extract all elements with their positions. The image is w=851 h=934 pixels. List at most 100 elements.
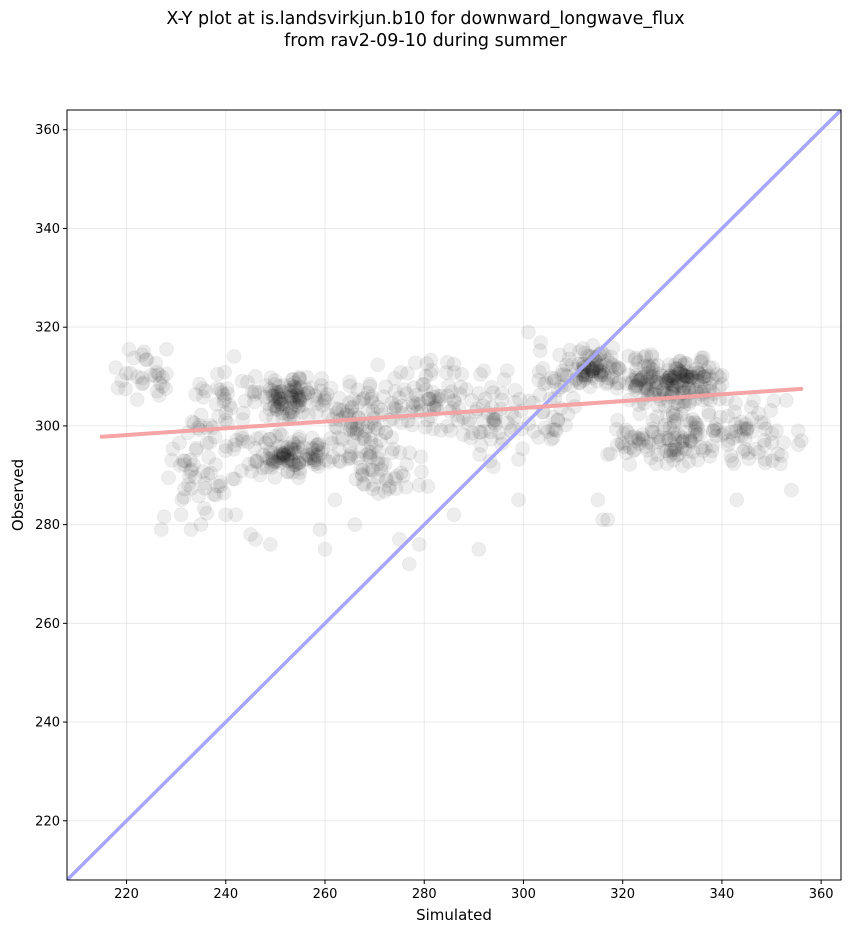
data-point xyxy=(606,358,621,373)
data-point xyxy=(591,364,607,380)
data-point xyxy=(689,417,705,433)
regression-line xyxy=(99,386,804,439)
data-point xyxy=(270,384,286,400)
data-point xyxy=(578,367,594,383)
data-point xyxy=(290,399,306,415)
data-point xyxy=(274,383,290,399)
data-point xyxy=(274,396,290,412)
data-point xyxy=(361,444,377,460)
data-point xyxy=(271,448,287,464)
data-point xyxy=(695,369,711,385)
data-point xyxy=(331,453,347,469)
data-point xyxy=(668,406,683,422)
data-point xyxy=(595,362,611,378)
data-point xyxy=(306,454,322,470)
data-point xyxy=(628,379,644,395)
data-point xyxy=(698,364,714,379)
data-point xyxy=(291,456,307,471)
data-point xyxy=(262,445,278,461)
data-point xyxy=(332,390,347,406)
data-point xyxy=(552,347,568,363)
data-point xyxy=(342,439,358,455)
data-point xyxy=(177,453,193,469)
data-point xyxy=(676,368,692,384)
data-point xyxy=(277,396,292,412)
data-point xyxy=(323,380,339,396)
data-point xyxy=(310,440,326,456)
data-point xyxy=(211,408,227,424)
data-point xyxy=(200,467,216,483)
data-point xyxy=(660,362,676,378)
data-point xyxy=(628,378,644,394)
data-point xyxy=(247,440,263,456)
data-point xyxy=(596,367,612,383)
data-point xyxy=(572,375,588,390)
data-point xyxy=(172,457,188,473)
data-point xyxy=(199,435,215,451)
data-point xyxy=(678,367,694,383)
data-point xyxy=(151,367,167,383)
data-point xyxy=(370,357,386,373)
data-point xyxy=(362,449,378,465)
data-point xyxy=(356,429,372,445)
data-point xyxy=(284,384,300,400)
data-point xyxy=(487,417,503,433)
data-point xyxy=(414,464,429,480)
data-point xyxy=(151,387,167,403)
identity-line xyxy=(67,110,841,880)
data-point xyxy=(370,421,386,437)
data-point xyxy=(695,443,711,459)
data-point xyxy=(415,377,431,393)
data-point xyxy=(371,444,387,460)
chart-title-line2: from rav2-09-10 during summer xyxy=(284,31,567,51)
data-point xyxy=(271,378,287,394)
data-point xyxy=(689,427,705,442)
data-point xyxy=(269,385,285,401)
data-point xyxy=(664,373,680,388)
data-point xyxy=(588,360,604,376)
data-point xyxy=(669,441,684,457)
data-point xyxy=(286,454,301,470)
data-point xyxy=(275,400,291,416)
data-point xyxy=(282,395,298,411)
data-point xyxy=(631,431,647,447)
data-point xyxy=(171,435,187,451)
data-point xyxy=(280,444,296,460)
data-point xyxy=(610,360,626,375)
data-point xyxy=(149,383,165,399)
data-point xyxy=(694,350,710,366)
data-point xyxy=(284,382,299,398)
data-point xyxy=(687,424,703,440)
data-point xyxy=(665,377,681,393)
data-point xyxy=(335,431,350,447)
data-point xyxy=(691,365,707,381)
data-point xyxy=(258,408,274,424)
data-point xyxy=(271,439,287,455)
data-point xyxy=(643,450,659,466)
data-point xyxy=(675,372,691,388)
data-point xyxy=(667,433,683,448)
data-point xyxy=(391,531,407,547)
data-point xyxy=(687,428,703,444)
data-point xyxy=(681,372,697,388)
data-point xyxy=(507,382,523,398)
data-point xyxy=(455,427,471,443)
data-point xyxy=(299,447,315,463)
data-point xyxy=(705,371,720,387)
data-point xyxy=(543,431,559,447)
data-point xyxy=(344,400,360,416)
data-point xyxy=(685,366,701,381)
x-tick-label: 320 xyxy=(610,887,635,902)
data-point xyxy=(625,372,641,388)
data-point xyxy=(471,541,487,557)
data-point xyxy=(675,373,691,389)
data-point xyxy=(292,464,308,480)
data-point xyxy=(633,372,649,388)
data-point xyxy=(251,384,267,400)
data-point xyxy=(639,382,655,398)
data-point xyxy=(387,370,403,386)
data-point xyxy=(155,378,171,394)
data-point xyxy=(353,443,369,459)
data-point xyxy=(634,430,650,446)
data-point xyxy=(661,373,677,389)
